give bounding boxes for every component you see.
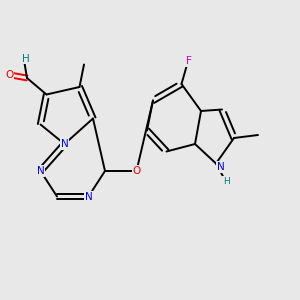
Text: O: O [5, 70, 13, 80]
Text: H: H [223, 177, 230, 186]
Text: F: F [186, 56, 192, 67]
Text: H: H [22, 53, 29, 64]
Text: N: N [37, 166, 44, 176]
Text: O: O [132, 166, 141, 176]
Text: N: N [61, 139, 68, 149]
Text: N: N [217, 162, 224, 172]
Text: N: N [85, 191, 92, 202]
